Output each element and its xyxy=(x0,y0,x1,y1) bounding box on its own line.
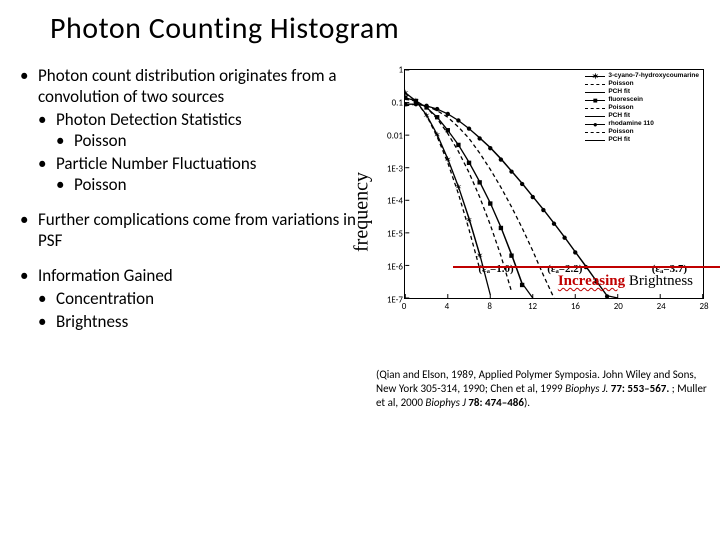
increasing-brightness-label: Increasing Brightness xyxy=(558,273,693,290)
increasing-word: Increasing xyxy=(558,273,625,289)
citation-tail: ). xyxy=(524,396,530,409)
bullet-2: Further complications come from variatio… xyxy=(20,209,370,251)
arrow xyxy=(453,265,720,269)
bullet-1b1: Poisson xyxy=(56,174,370,195)
bullet-1: Photon count distribution originates fro… xyxy=(20,65,370,195)
citation-j1: Biophys J. xyxy=(565,382,611,395)
bullet-1b-text: Particle Number Fluctuations xyxy=(56,153,256,174)
slide-title: Photon Counting Histogram xyxy=(50,10,700,47)
y-axis-label: frequency xyxy=(351,172,374,252)
left-column: Photon count distribution originates fro… xyxy=(20,65,370,409)
legend: ✶3-cyano-7-hydroxycoumarinePoissonPCH fi… xyxy=(585,72,699,144)
bullet-3b: Brightness xyxy=(38,311,370,332)
bullet-3-text: Information Gained xyxy=(38,265,173,286)
bullet-3a: Concentration xyxy=(38,288,370,309)
right-column: frequency ✶✶✶✶✶✶✶✶ ✶3-cyano-7-hydroxycou… xyxy=(376,65,711,409)
citation-j2: Biophys J xyxy=(425,396,468,409)
body-row: Photon count distribution originates fro… xyxy=(20,65,700,409)
bullet-3: Information Gained Concentration Brightn… xyxy=(20,265,370,332)
plot-area: ✶✶✶✶✶✶✶✶ ✶3-cyano-7-hydroxycoumarinePois… xyxy=(404,69,704,299)
bullet-1b: Particle Number Fluctuations Poisson xyxy=(38,153,370,195)
xticks: 0481216202428 xyxy=(404,301,704,315)
slide: Photon Counting Histogram Photon count d… xyxy=(0,0,720,540)
citation-v2: 78: 474–486 xyxy=(468,396,524,409)
bullet-1-text: Photon count distribution originates fro… xyxy=(38,65,337,107)
bullet-1a: Photon Detection Statistics Poisson xyxy=(38,109,370,151)
brightness-word: Brightness xyxy=(625,273,693,289)
bullet-1a-text: Photon Detection Statistics xyxy=(56,109,242,130)
citation-v1: 77: 553–567. xyxy=(611,382,670,395)
citation: (Qian and Elson, 1989, Applied Polymer S… xyxy=(376,368,711,409)
bullet-1a1: Poisson xyxy=(56,130,370,151)
chart: frequency ✶✶✶✶✶✶✶✶ ✶3-cyano-7-hydroxycou… xyxy=(376,69,711,354)
